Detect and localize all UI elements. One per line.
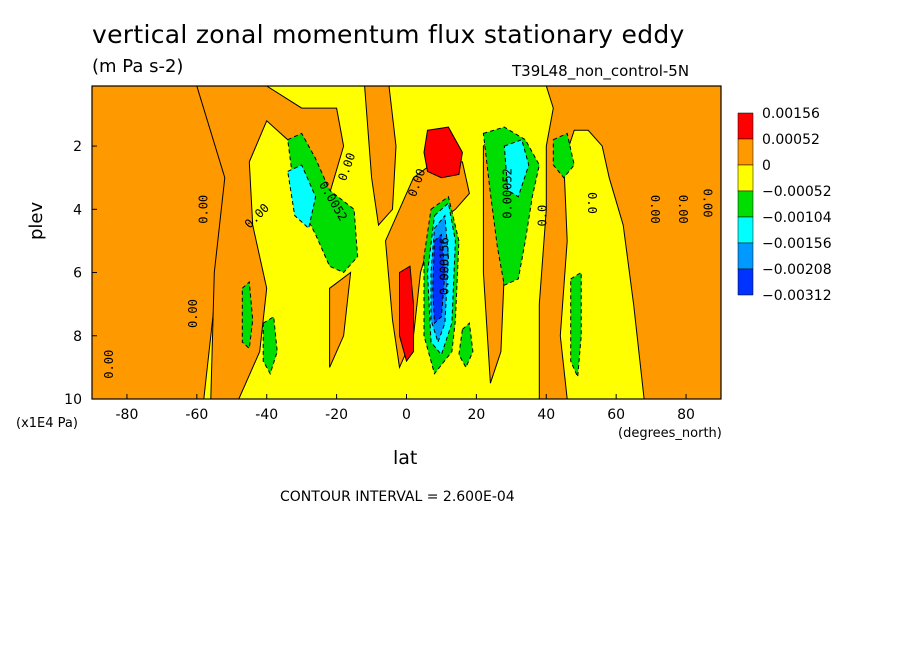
legend-label: −0.00104	[762, 210, 832, 226]
x-tick-label: 40	[537, 407, 555, 423]
x-axis-units: (degrees_north)	[618, 426, 722, 441]
x-tick-label: -40	[255, 407, 278, 423]
contour-region	[570, 271, 582, 378]
contour-label: 0.00	[196, 195, 210, 224]
contour-region	[432, 233, 446, 325]
contour-label: 0.00	[701, 189, 715, 218]
x-tick-label: -20	[325, 407, 348, 423]
contour-region	[552, 132, 575, 179]
legend-swatch	[737, 164, 754, 192]
y-tick-label: 8	[73, 329, 82, 345]
contour-label: 0.000156	[437, 237, 451, 295]
x-tick-label: 60	[607, 407, 625, 423]
y-tick-label: 10	[64, 392, 82, 408]
contour-label: 0.00	[648, 195, 662, 224]
legend-label: −0.00156	[762, 236, 832, 252]
x-tick-label: 0	[402, 407, 411, 423]
color-legend: 0.00156 0.00052 0 −0.00052 −0.00104 −0.00156 −…	[737, 106, 832, 304]
legend-label: 0.00052	[762, 132, 820, 148]
legend-label: −0.00312	[762, 288, 832, 304]
x-tick-label: 80	[677, 407, 695, 423]
contour-label: 0.0	[585, 192, 599, 214]
legend-label: −0.00052	[762, 184, 832, 200]
contour-region	[458, 322, 474, 369]
contour-region	[329, 271, 352, 368]
chart-units: (m Pa s-2)	[92, 56, 184, 77]
filled-contours	[92, 86, 721, 399]
contour-label: 0.00	[676, 195, 690, 224]
contour-region	[423, 126, 463, 179]
x-tick-label: 20	[467, 407, 485, 423]
contour-label: 0.00052	[500, 168, 514, 219]
contour-region	[241, 280, 254, 350]
legend-swatch	[737, 138, 754, 166]
x-tick-label: -80	[116, 407, 139, 423]
contour-region	[399, 265, 414, 363]
contour-region	[287, 132, 359, 274]
x-tick-label: -60	[185, 407, 208, 423]
chart-title: vertical zonal momentum flux stationary …	[92, 20, 685, 49]
run-label: T39L48_non_control-5N	[512, 62, 690, 80]
contour-label: 0.00	[102, 350, 116, 379]
legend-label: −0.00208	[762, 262, 832, 278]
legend-swatch	[737, 190, 754, 218]
contour-interval-label: CONTOUR INTERVAL = 2.600E-04	[280, 489, 515, 505]
legend-label: 0	[762, 158, 771, 174]
legend-label: 0.00156	[762, 106, 820, 122]
contour-region	[364, 86, 397, 227]
legend-swatch	[737, 112, 754, 140]
legend-swatch	[737, 242, 754, 270]
contour-region	[287, 164, 317, 230]
contour-region	[262, 315, 278, 375]
legend-swatch	[737, 216, 754, 244]
contour-region	[503, 139, 530, 198]
legend-swatch	[737, 268, 754, 296]
contour-label: 0.0	[535, 205, 549, 227]
y-tick-label: 2	[73, 139, 82, 155]
contour-label: 0.00	[186, 299, 200, 328]
x-axis-label: lat	[393, 447, 418, 469]
y-tick-label: 4	[73, 202, 82, 218]
x-axis-ticks: -80 -60 -40 -20 0 20 40 60 80	[116, 394, 695, 423]
y-axis-ticks: 2 4 6 8 10	[64, 139, 97, 408]
y-tick-label: 6	[73, 266, 82, 282]
y-axis-units: (x1E4 Pa)	[16, 416, 78, 431]
